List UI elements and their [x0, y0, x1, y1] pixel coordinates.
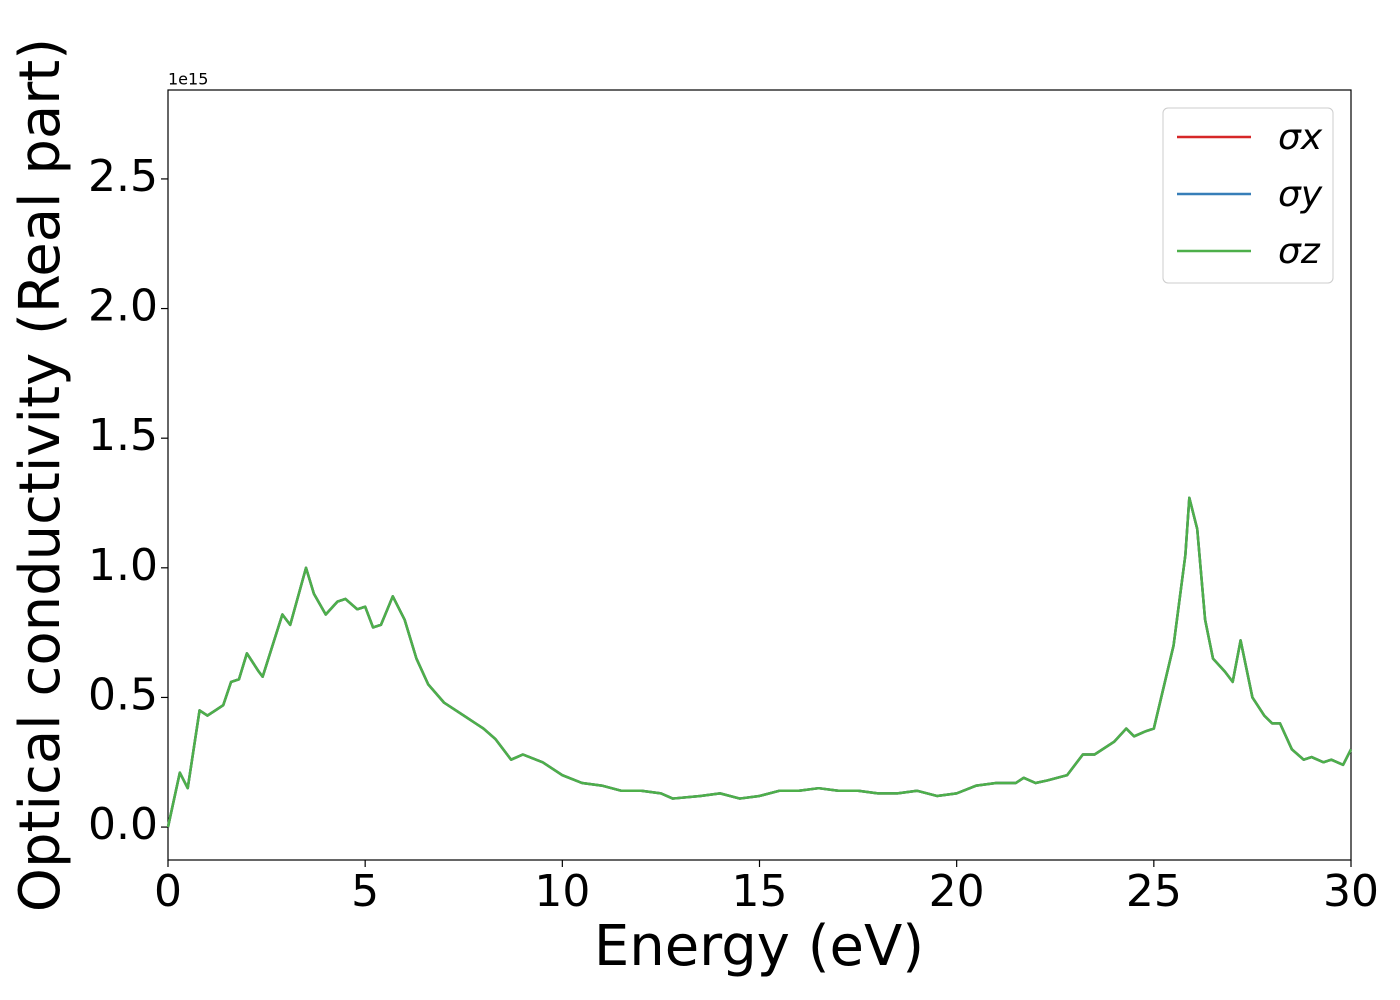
legend-label: σx — [1278, 117, 1323, 158]
x-tick-label: 0 — [154, 866, 182, 917]
series-line — [166, 496, 1353, 828]
x-tick-label: 15 — [732, 866, 788, 917]
series-line — [166, 496, 1353, 828]
x-tick-label: 5 — [351, 866, 379, 917]
y-tick-label: 1.5 — [88, 410, 158, 461]
legend-label: σy — [1278, 174, 1323, 215]
x-tick-label: 25 — [1126, 866, 1182, 917]
x-tick-label: 10 — [534, 866, 590, 917]
y-tick-label: 2.5 — [88, 151, 158, 202]
x-tick-label: 20 — [929, 866, 985, 917]
y-tick-label: 1.0 — [88, 540, 158, 591]
legend-label: σz — [1278, 231, 1321, 272]
y-tick-label: 0.5 — [88, 669, 158, 720]
y-axis-label: Optical conductivity (Real part) — [8, 38, 73, 912]
y-tick-label: 2.0 — [88, 281, 158, 332]
x-tick-label: 30 — [1323, 866, 1379, 917]
x-axis-label: Energy (eV) — [594, 914, 924, 979]
series-line — [166, 496, 1353, 828]
legend-box — [1162, 107, 1334, 284]
y-tick-label: 0.0 — [88, 799, 158, 850]
offset-text: 1e15 — [168, 70, 208, 89]
